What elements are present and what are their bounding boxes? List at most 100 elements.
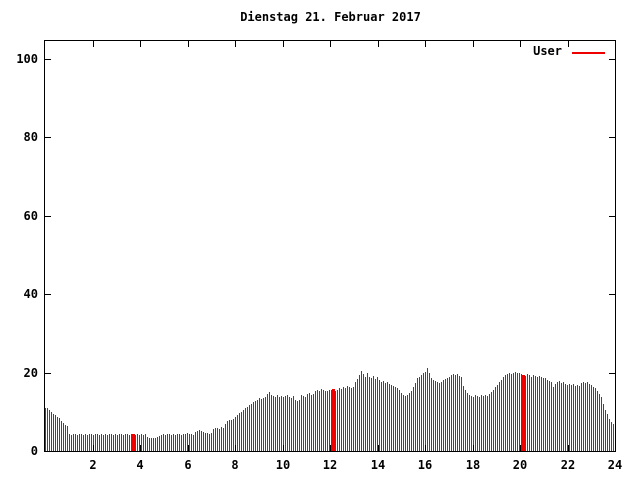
bar <box>439 383 440 451</box>
bar <box>239 413 240 451</box>
bar <box>281 396 282 451</box>
bar <box>411 391 412 451</box>
bar <box>113 435 114 451</box>
bar <box>387 382 388 451</box>
bar <box>145 434 146 451</box>
bar <box>551 382 552 451</box>
y-tick-mark <box>609 59 615 60</box>
bar <box>489 394 490 451</box>
bar <box>389 384 390 451</box>
bar <box>491 392 492 451</box>
bar <box>151 438 152 451</box>
bar <box>93 435 94 451</box>
x-tick-mark <box>140 445 141 451</box>
bar <box>377 377 378 451</box>
x-tick-mark <box>330 41 331 47</box>
bar <box>185 434 186 451</box>
bar <box>399 390 400 451</box>
bar <box>163 434 164 451</box>
bar <box>79 434 80 451</box>
bar <box>589 384 590 451</box>
bar <box>603 404 604 451</box>
bar <box>513 373 514 451</box>
bar <box>191 434 192 451</box>
bar <box>215 428 216 451</box>
bar <box>403 395 404 451</box>
bar <box>95 434 96 451</box>
bar <box>409 393 410 451</box>
bar <box>283 397 284 451</box>
bar <box>149 438 150 451</box>
bar <box>443 380 444 451</box>
bar <box>99 435 100 451</box>
bar <box>83 435 84 451</box>
bar <box>195 432 196 451</box>
bar <box>137 434 138 451</box>
bar <box>597 391 598 451</box>
bar <box>607 414 608 451</box>
bar <box>153 438 154 451</box>
bar <box>461 377 462 451</box>
y-tick-mark <box>609 137 615 138</box>
bar <box>125 434 126 451</box>
bar <box>97 434 98 451</box>
bar <box>423 373 424 451</box>
bar <box>567 385 568 451</box>
bar <box>467 393 468 451</box>
bar <box>73 434 74 451</box>
y-tick-mark <box>609 294 615 295</box>
bar <box>495 387 496 451</box>
bar <box>507 374 508 451</box>
bar <box>543 378 544 451</box>
bar <box>473 397 474 451</box>
x-tick-label: 2 <box>89 458 97 472</box>
bar <box>569 384 570 451</box>
bar <box>487 396 488 451</box>
bar <box>332 389 335 451</box>
bar <box>601 397 602 451</box>
bar <box>609 419 610 451</box>
bar <box>165 435 166 451</box>
bar <box>605 410 606 451</box>
x-tick-label: 8 <box>231 458 239 472</box>
bar <box>293 396 294 451</box>
bar <box>485 395 486 451</box>
bar <box>469 395 470 451</box>
y-tick-label: 0 <box>30 444 38 458</box>
x-tick-mark <box>473 445 474 451</box>
y-tick-mark <box>45 294 51 295</box>
bar <box>273 396 274 451</box>
bar <box>193 435 194 451</box>
bar <box>85 434 86 451</box>
bar <box>351 388 352 451</box>
bar <box>347 386 348 451</box>
bar <box>249 405 250 451</box>
bar <box>373 376 374 451</box>
bar <box>219 429 220 451</box>
x-tick-mark <box>520 41 521 47</box>
bar <box>135 435 136 451</box>
bar <box>159 436 160 451</box>
bar <box>127 434 128 451</box>
x-tick-mark <box>378 41 379 47</box>
bar <box>71 435 72 451</box>
bar <box>313 394 314 451</box>
bar <box>257 400 258 451</box>
bar <box>59 418 60 451</box>
bar <box>477 396 478 451</box>
bar <box>107 435 108 451</box>
x-tick-mark <box>425 41 426 47</box>
bar <box>337 390 338 451</box>
bar <box>475 395 476 451</box>
bar <box>511 374 512 451</box>
bar <box>383 381 384 451</box>
bar <box>67 426 68 451</box>
bar <box>211 433 212 451</box>
y-tick-mark <box>609 216 615 217</box>
bar <box>225 424 226 451</box>
bar <box>573 384 574 451</box>
bar <box>203 432 204 451</box>
bar <box>325 391 326 451</box>
x-tick-mark <box>378 445 379 451</box>
